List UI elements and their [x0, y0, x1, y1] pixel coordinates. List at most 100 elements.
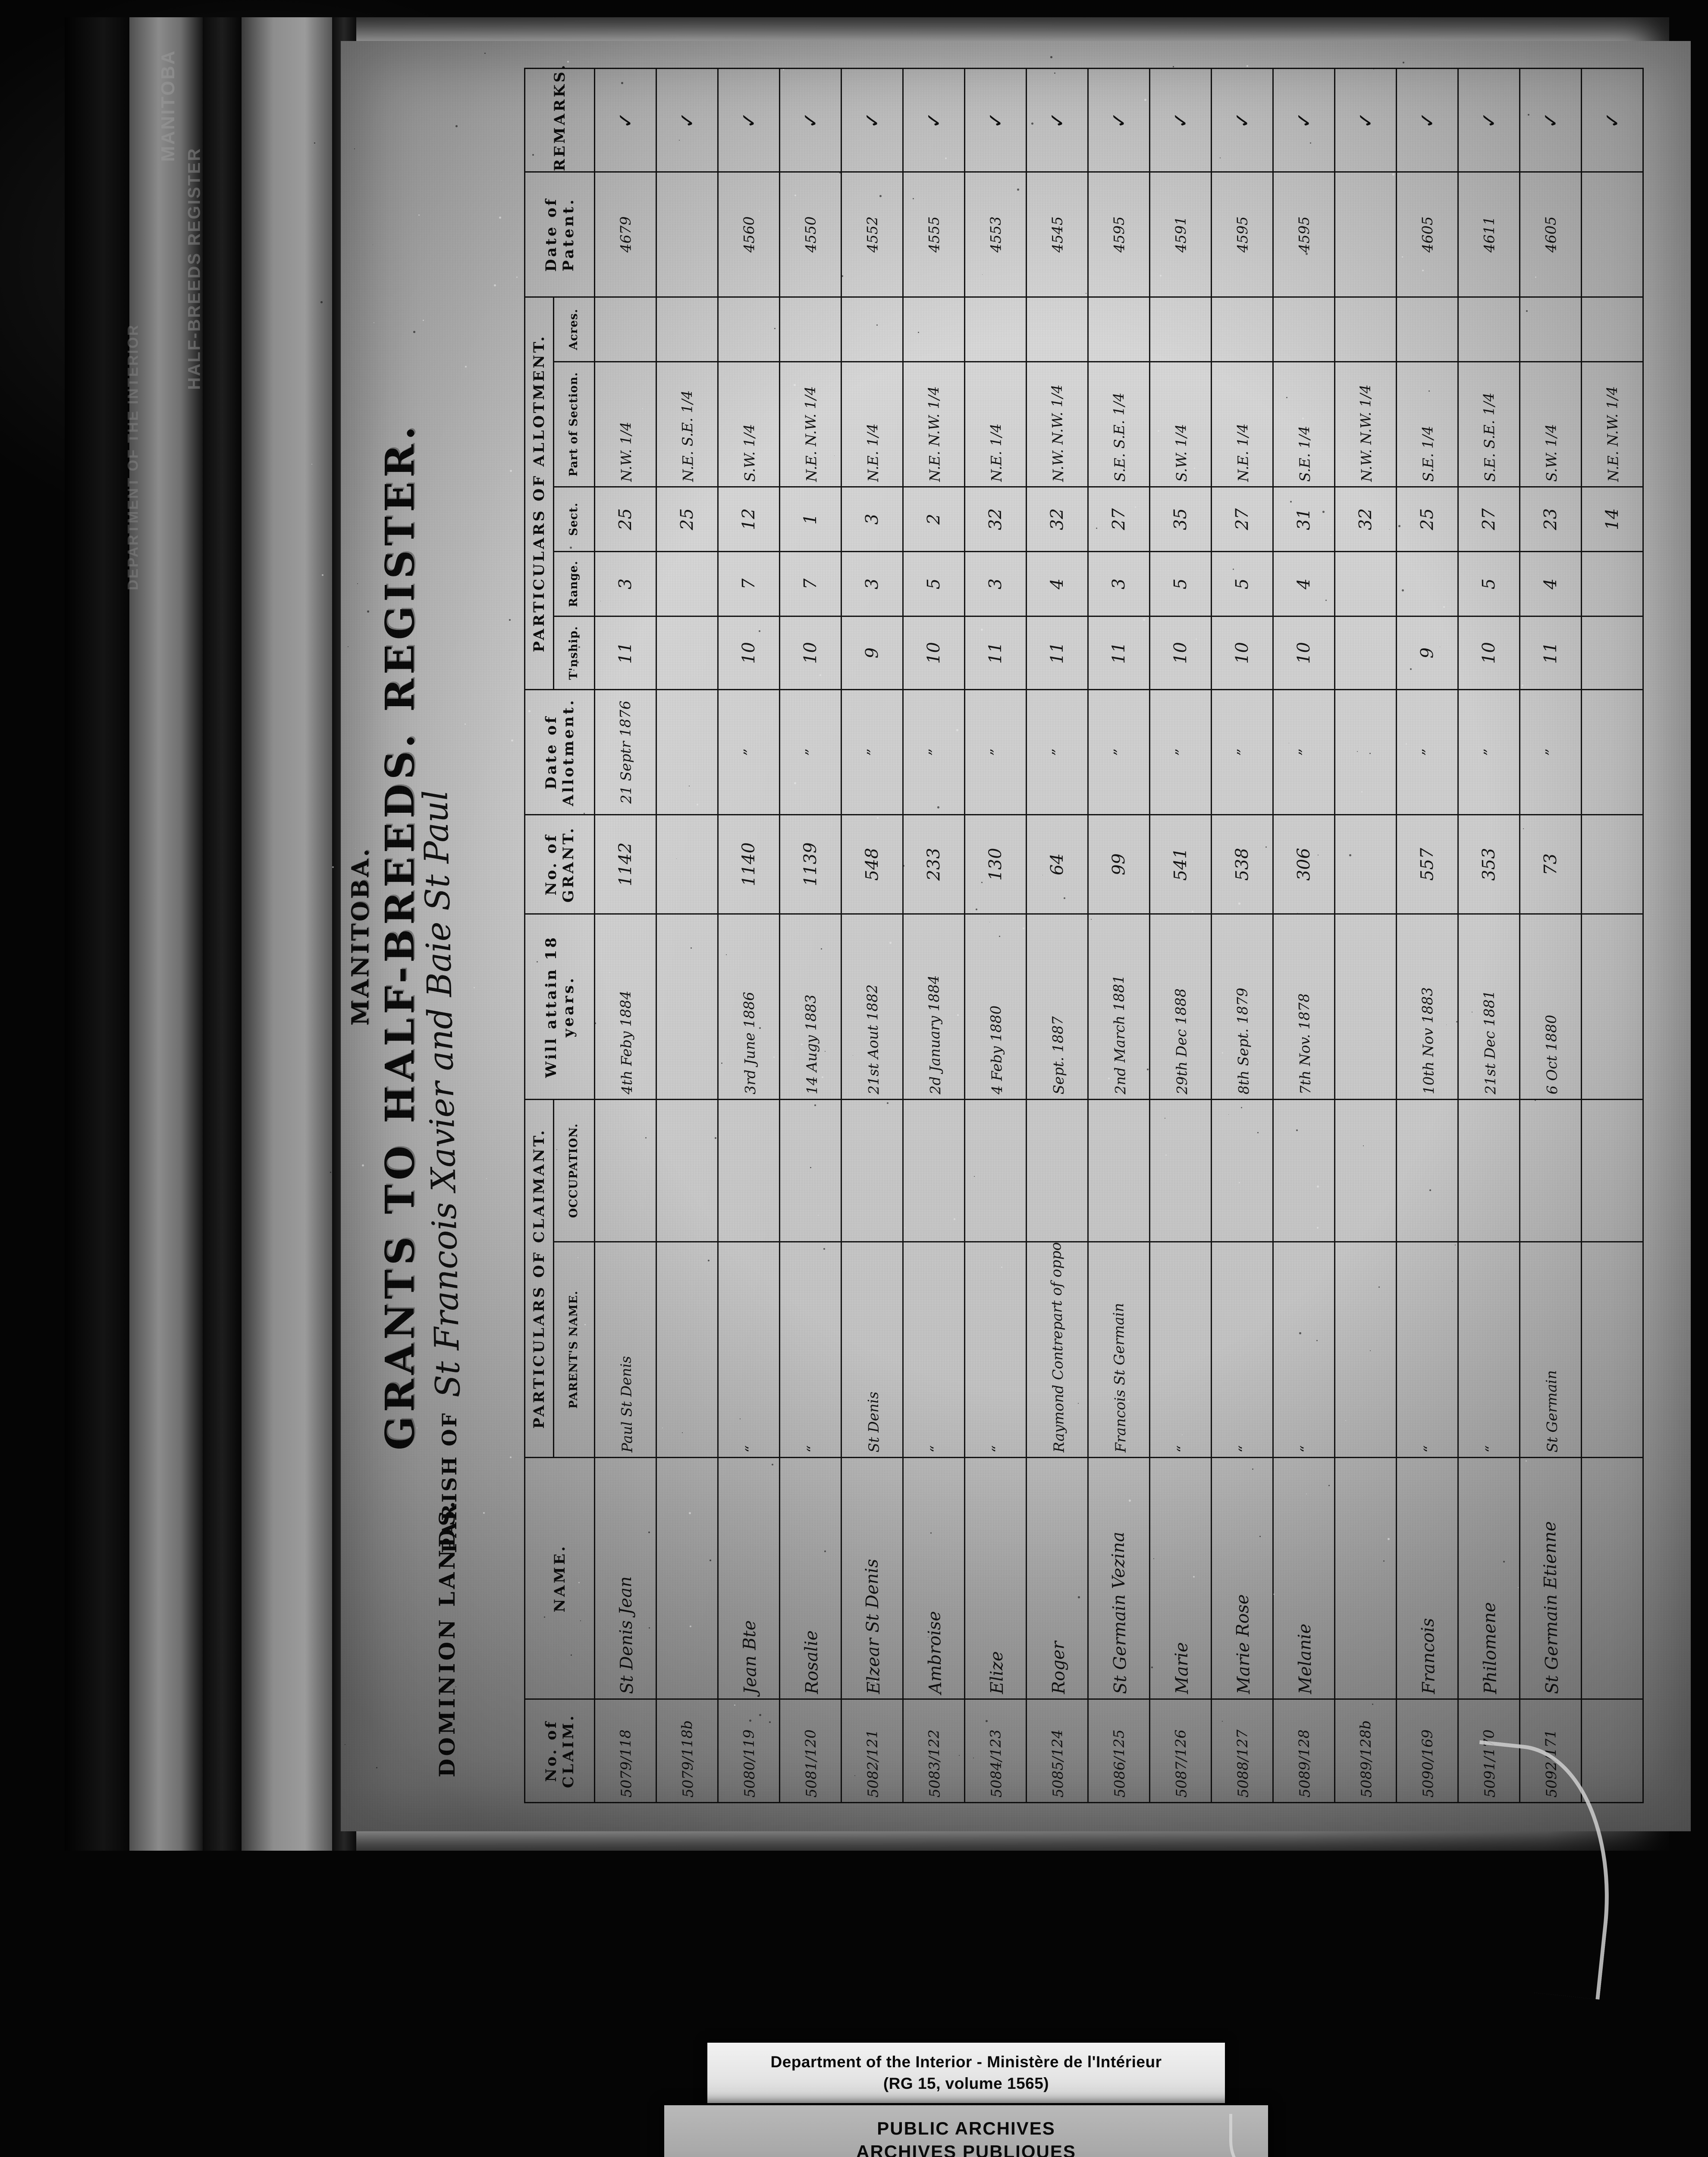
cell-will-attain-18: 3rd June 1886	[718, 914, 780, 1099]
cell-acres-text	[1054, 298, 1060, 361]
cell-claim-no-text: 5079/118	[614, 1700, 637, 1802]
cell-parents-name-text: Paul St Denis	[613, 1242, 638, 1457]
cell-name: St Germain Etienne	[1520, 1458, 1582, 1699]
cell-acres-text	[684, 298, 690, 361]
cell-date-of-allotment: ”	[965, 689, 1027, 814]
dust-speck	[1296, 1129, 1298, 1131]
cell-parents-name: “	[1273, 1242, 1335, 1458]
cell-part-of-section: S.E. S.E. 1/4	[1088, 362, 1150, 487]
col-will-attain-18: Will attain 18 years.	[525, 914, 595, 1099]
cell-remarks: ✓	[595, 68, 656, 172]
cell-name: Marie	[1150, 1458, 1212, 1699]
cell-sect-text: 2	[921, 487, 947, 551]
cell-date-of-patent-text	[1362, 173, 1369, 296]
cell-will-attain-18: 7th Nov. 1878	[1273, 914, 1335, 1099]
dust-speck	[322, 574, 323, 576]
cell-name-text: Philomene	[1475, 1458, 1504, 1699]
dust-speck	[1031, 123, 1033, 125]
cell-date-of-patent: 4553	[965, 172, 1027, 297]
cell-tnship: 10	[718, 616, 780, 689]
cell-sect: 27	[1458, 487, 1520, 551]
cell-claim-no: 5080/119	[718, 1699, 780, 1803]
cell-tnship: 9	[1397, 616, 1458, 689]
cell-sect: 32	[965, 487, 1027, 551]
cell-tnship-text: 11	[612, 617, 638, 689]
cell-range-text: 7	[797, 552, 823, 616]
dust-speck	[1096, 528, 1097, 529]
cell-no-of-grant: 64	[1027, 814, 1088, 914]
cell-occupation	[1212, 1099, 1273, 1242]
cell-tnship-text: 11	[1106, 617, 1132, 689]
dust-speck	[580, 1620, 581, 1621]
cell-date-of-patent	[656, 172, 718, 297]
cell-occupation	[718, 1099, 780, 1242]
binding-gutter-3	[203, 17, 242, 1851]
cell-will-attain-18-text: 6 Oct 1880	[1538, 915, 1563, 1099]
cell-part-of-section: N.E. N.W. 1/4	[780, 362, 841, 487]
cell-part-of-section: S.E. 1/4	[1273, 362, 1335, 487]
cell-tnship: 10	[780, 616, 841, 689]
dust-speck	[1398, 525, 1400, 527]
public-archives-line1: PUBLIC ARCHIVES	[664, 2117, 1268, 2140]
cell-range: 4	[1273, 551, 1335, 616]
dust-speck	[361, 973, 362, 974]
cell-no-of-grant	[1335, 814, 1397, 914]
cell-claim-no-text: 5086/125	[1107, 1700, 1131, 1802]
cell-range-text	[1363, 552, 1369, 616]
cell-claim-no-text: 5084/123	[984, 1700, 1008, 1802]
dust-speck	[1252, 1468, 1253, 1470]
cell-sect: 31	[1273, 487, 1335, 551]
cell-part-of-section: S.W. 1/4	[718, 362, 780, 487]
cell-will-attain-18-text: 14 Augy 1883	[798, 915, 823, 1099]
cell-occupation	[841, 1099, 903, 1242]
cell-date-of-patent: 4552	[841, 172, 903, 297]
cell-part-of-section: N.E. 1/4	[841, 362, 903, 487]
cell-occupation	[1150, 1099, 1212, 1242]
cell-sect: 25	[595, 487, 656, 551]
dust-speck	[1363, 1145, 1364, 1146]
cell-remarks-text: ✓	[860, 69, 884, 171]
cell-acres-text	[807, 298, 813, 361]
cell-no-of-grant-text	[1363, 815, 1369, 913]
cell-part-of-section: S.E. 1/4	[1397, 362, 1458, 487]
cell-acres-text	[992, 298, 998, 361]
cell-tnship-text: 11	[1044, 617, 1070, 689]
bleed-through-text-3: DEPARTMENT OF THE INTERIOR	[125, 324, 141, 591]
cell-date-of-patent-text: 4553	[984, 173, 1007, 297]
cell-range: 3	[841, 551, 903, 616]
cell-date-of-allotment-text	[684, 690, 690, 814]
dust-speck	[510, 470, 512, 472]
cell-range-text	[684, 552, 690, 616]
cell-sect: 23	[1520, 487, 1582, 551]
cell-name-text	[683, 1458, 692, 1698]
dust-speck	[1017, 189, 1019, 191]
dust-speck	[1328, 1485, 1330, 1486]
cell-parents-name-text: St Germain	[1538, 1242, 1564, 1457]
cell-will-attain-18: Sept. 1887	[1027, 914, 1088, 1099]
cell-remarks-text: ✓	[675, 69, 699, 171]
cell-name-text	[1608, 1458, 1617, 1698]
dust-speck	[1503, 1561, 1505, 1563]
cell-no-of-grant: 73	[1520, 814, 1582, 914]
cell-part-of-section-text: N.E. 1/4	[860, 362, 884, 487]
cell-date-of-allotment: ”	[1520, 689, 1582, 814]
cell-date-of-allotment: ”	[1273, 689, 1335, 814]
public-archives-plate: PUBLIC ARCHIVES ARCHIVES PUBLIQUES CANAD…	[664, 2105, 1268, 2157]
cell-acres	[718, 297, 780, 362]
cell-acres	[1273, 297, 1335, 362]
cell-name-text: Melanie	[1290, 1458, 1319, 1699]
cell-sect-text: 31	[1291, 487, 1317, 551]
cell-no-of-grant-text: 1140	[736, 815, 762, 914]
cell-remarks-text: ✓	[922, 69, 945, 171]
cell-tnship: 10	[903, 616, 965, 689]
cell-occupation	[1582, 1099, 1643, 1242]
table-row: 5079/118 St Denis Jean Paul St Denis 4th Fe…	[595, 68, 656, 1802]
cell-parents-name: “	[1458, 1242, 1520, 1458]
dust-speck	[794, 195, 796, 196]
cell-remarks-text: ✓	[1539, 69, 1562, 171]
cell-name-text: Ambroise	[920, 1458, 948, 1699]
cell-parents-name: Paul St Denis	[595, 1242, 656, 1458]
cell-will-attain-18-text: 2d January 1884	[921, 915, 946, 1099]
cell-tnship-text: 10	[1476, 617, 1502, 689]
cell-remarks: ✓	[1273, 68, 1335, 172]
